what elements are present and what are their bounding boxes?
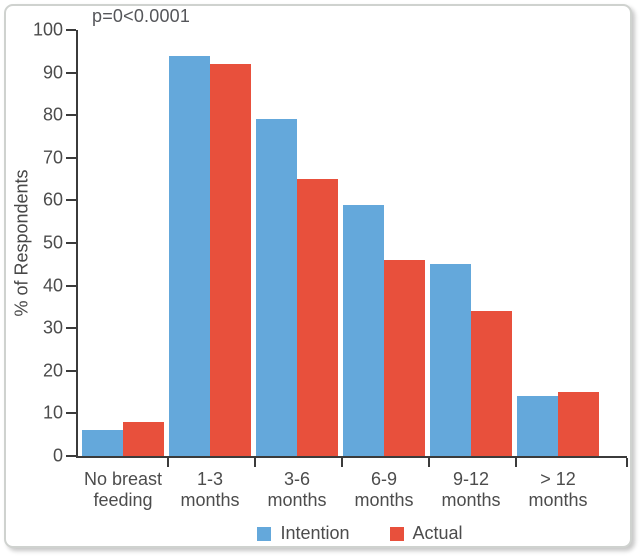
bar-intention [169,55,210,456]
bar-intention [517,396,558,456]
x-tick-label: 6-9 months [354,469,414,510]
y-tick-label: 50 [42,232,63,253]
y-tick-label: 100 [32,19,63,40]
y-tick-label: 40 [42,275,63,296]
legend-item-actual: Actual [389,523,463,544]
y-tick-label: 70 [42,147,63,168]
bar-actual [471,311,512,456]
bar-group: No breast feeding [82,30,169,510]
plot-area: % of Respondents 100 90 80 70 60 50 40 30 20 10 0 … [12,20,628,510]
bar-group: 3-6 months [256,30,343,510]
p-value-annotation: p=0<0.0001 [92,6,191,26]
legend-label: Intention [280,523,350,543]
legend-label: Actual [412,523,463,543]
x-tick-label: No breast feeding [83,469,163,510]
y-tick-mark [66,242,76,244]
bar-intention [430,264,471,456]
y-tick-label: 90 [42,62,63,83]
y-tick-mark [66,199,76,202]
bar-group: > 12 months [517,30,599,510]
bar-actual [384,260,425,456]
y-tick-mark [66,29,76,31]
bar-groups: No breast feeding 1-3 months 3-6 months 6-9… [82,30,599,510]
y-tick-label: 80 [42,104,63,125]
actual-swatch [389,526,404,541]
bar-actual [123,421,164,456]
y-tick-label: 30 [42,317,63,338]
bar-intention [82,430,123,456]
x-tick-label: 1-3 months [180,469,240,510]
bar-group: 1-3 months [169,30,256,510]
legend-item-intention: Intention [257,523,350,544]
intention-swatch [257,526,272,541]
y-tick-mark [66,114,76,117]
y-tick-mark [66,369,76,372]
x-tick-label: 3-6 months [267,469,327,510]
x-axis-end-tick [626,458,628,467]
bar-intention [256,119,297,456]
bar-actual [558,392,599,456]
y-tick-mark [66,284,76,287]
y-tick-mark [66,412,76,415]
bar-group: 6-9 months [343,30,430,510]
bar-intention [343,204,384,456]
y-tick-mark [66,455,76,457]
bar-group: 9-12 months [430,30,517,510]
bar-actual [210,64,251,456]
y-axis-title: % of Respondents [11,169,32,317]
legend: Intention Actual [0,523,640,544]
y-tick-mark [66,327,76,330]
y-tick-mark [66,156,76,159]
bar-actual [297,179,338,456]
y-tick-label: 0 [52,445,63,466]
y-tick-label: 60 [42,189,63,210]
x-tick-label: > 12 months [528,469,588,510]
y-tick-label: 10 [42,402,63,423]
y-tick-mark [66,71,76,74]
x-tick-label: 9-12 months [441,469,501,510]
y-tick-label: 20 [42,360,63,381]
